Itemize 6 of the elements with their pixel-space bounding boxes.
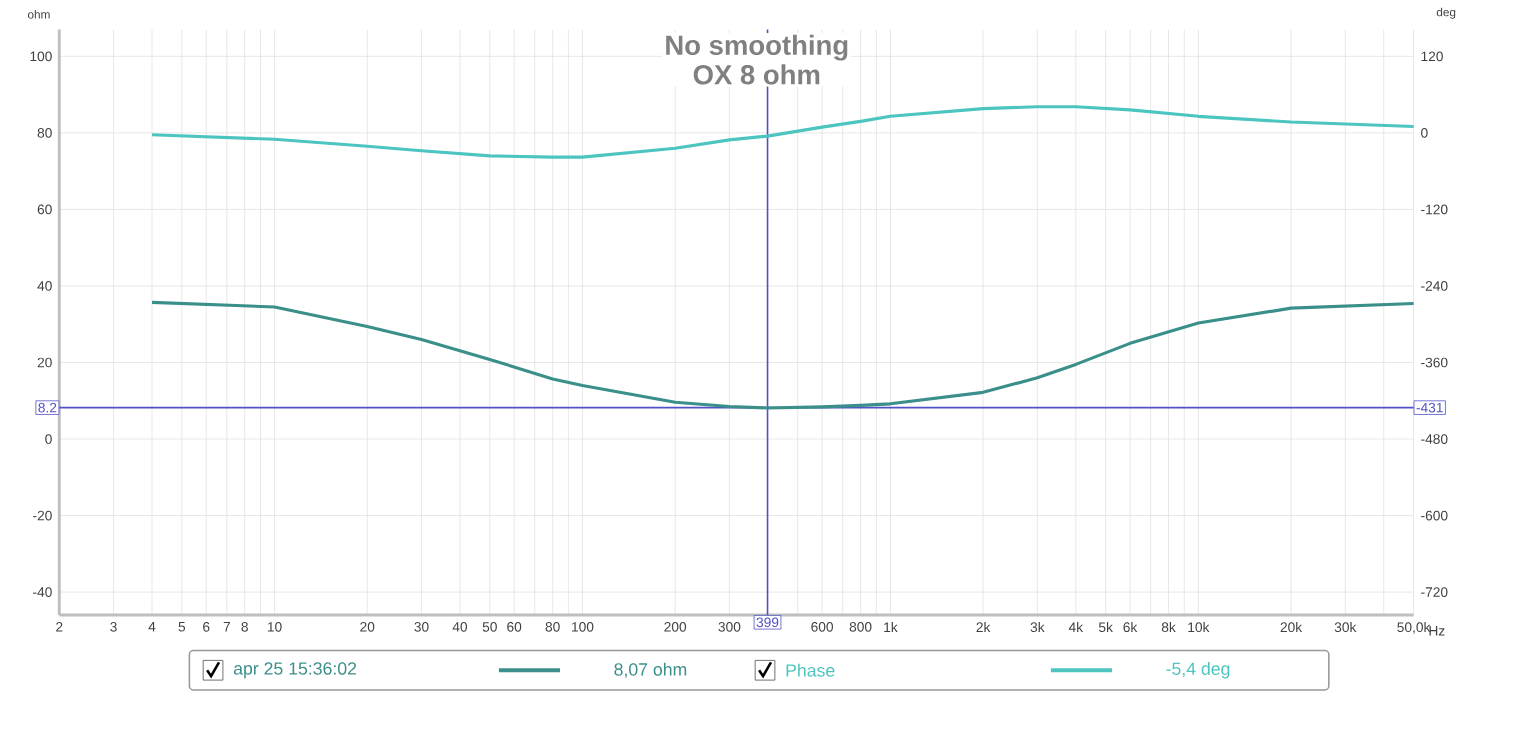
chart-title: No smoothing <box>666 35 848 61</box>
text: apr 25 15:36:02 <box>233 662 357 679</box>
text: -5,4 deg <box>1166 662 1230 679</box>
text: OX 8 ohm <box>693 64 820 85</box>
text: Phase <box>786 664 835 678</box>
text: 8,07 ohm <box>614 663 687 679</box>
